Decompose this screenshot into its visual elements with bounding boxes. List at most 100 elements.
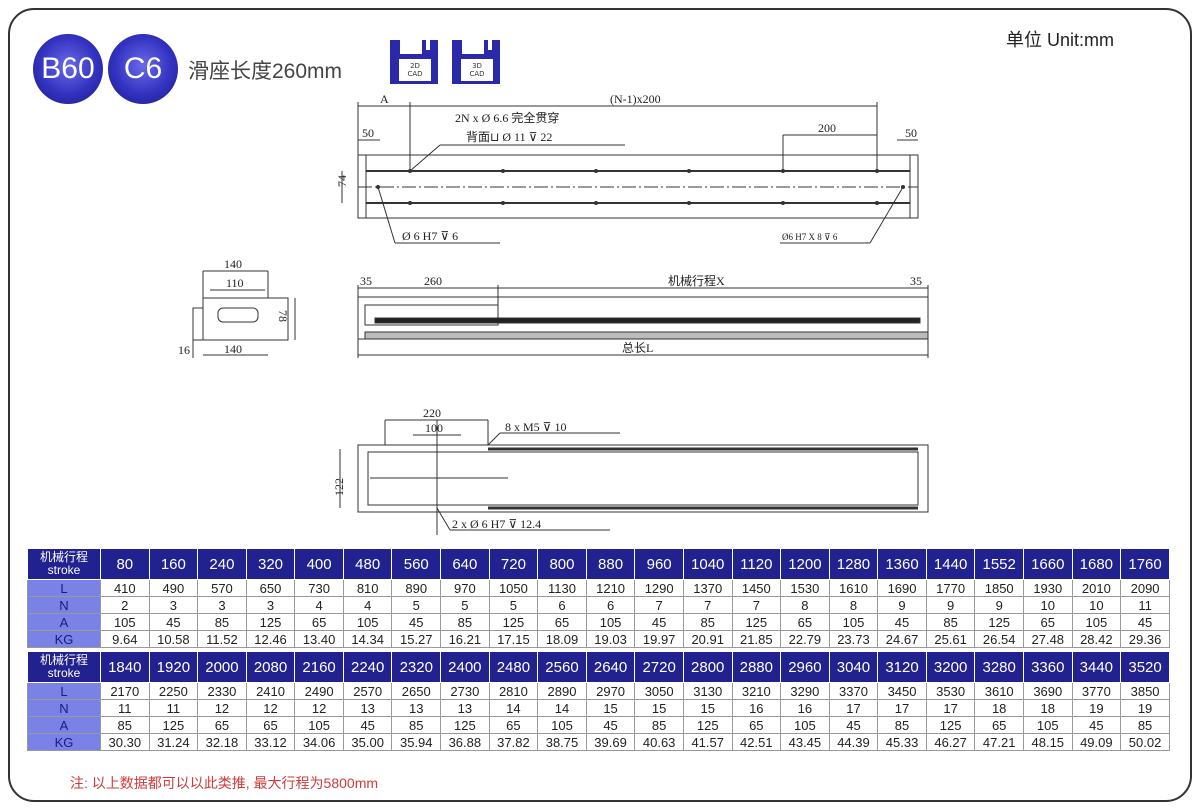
cell-l: 3850 (1120, 682, 1170, 700)
cell-a: 65 (294, 613, 344, 631)
cell-l: 3050 (634, 682, 684, 700)
cell-kg: 43.45 (780, 733, 830, 751)
cell-n: 11 (148, 699, 199, 717)
dim-a: A (380, 92, 389, 106)
cell-a: 65 (488, 716, 539, 734)
cell-n: 13 (391, 699, 442, 717)
cad-2d-label-bottom: CAD (407, 70, 423, 78)
cell-kg: 31.24 (148, 733, 199, 751)
cell-stroke: 720 (488, 548, 539, 580)
dim-110: 110 (226, 276, 244, 290)
cell-kg: 38.75 (537, 733, 587, 751)
cell-kg: 45.33 (877, 733, 927, 751)
cell-n: 5 (488, 596, 539, 614)
table-row-n: N 11 11 12 12 12 13 13 13 14 14 15 15 15 16 16 17 17 17 18 1… (27, 699, 1170, 717)
cell-n: 6 (537, 596, 587, 614)
cell-stroke: 2560 (537, 651, 587, 683)
cell-l: 1210 (585, 579, 636, 597)
cell-l: 2730 (440, 682, 490, 700)
cell-l: 970 (440, 579, 490, 597)
dim-122: 122 (332, 478, 346, 496)
dim-74: 74 (335, 175, 349, 187)
pin-note-right: Ø6 H7 X 8 ⊽ 6 (782, 232, 838, 242)
cad-2d-label-top: 2D (410, 62, 420, 70)
cell-stroke: 3040 (828, 651, 879, 683)
cell-kg: 40.63 (634, 733, 684, 751)
cell-n: 8 (780, 596, 830, 614)
total-length-label: 总长L (622, 341, 653, 355)
cell-n: 18 (974, 699, 1024, 717)
cell-kg: 42.51 (731, 733, 782, 751)
thread-note: 8 x M5 ⊽ 10 (505, 420, 566, 434)
cell-a: 45 (148, 613, 199, 631)
cell-n: 7 (682, 596, 733, 614)
cell-stroke: 1680 (1071, 548, 1122, 580)
cell-l: 2410 (245, 682, 296, 700)
table-row-l: L 410 490 570 650 730 810 890 970 1050 1130 1210 129… (27, 579, 1170, 597)
cell-l: 1130 (537, 579, 587, 597)
cell-l: 1850 (974, 579, 1024, 597)
cad-3d-download-button[interactable]: 3D CAD (452, 40, 500, 84)
cell-a: 85 (634, 716, 684, 734)
cell-kg: 25.61 (925, 630, 976, 648)
cell-n: 13 (342, 699, 393, 717)
cell-a: 85 (682, 613, 733, 631)
cell-a: 105 (294, 716, 344, 734)
cell-kg: 11.52 (197, 630, 247, 648)
cell-stroke: 2880 (731, 651, 782, 683)
cell-a: 85 (100, 716, 150, 734)
cell-n: 12 (294, 699, 344, 717)
cad-2d-download-button[interactable]: 2D CAD (390, 40, 438, 84)
cell-n: 12 (245, 699, 296, 717)
cell-l: 1290 (634, 579, 684, 597)
cell-kg: 13.40 (294, 630, 344, 648)
cell-a: 45 (634, 613, 684, 631)
cell-stroke: 240 (197, 548, 247, 580)
cell-a: 65 (537, 613, 587, 631)
hole-note: 2N x Ø 6.6 完全贯穿 (455, 110, 559, 125)
cell-a: 125 (440, 716, 490, 734)
bottom-view: 220 100 8 x M5 ⊽ 10 122 2 x Ø 6 H7 ⊽ 12.… (332, 406, 929, 535)
cell-kg: 24.67 (877, 630, 927, 648)
cell-stroke: 1552 (974, 548, 1024, 580)
cell-a: 125 (488, 613, 539, 631)
cell-a: 105 (780, 716, 830, 734)
end-view: 140 110 78 16 140 (178, 257, 296, 358)
cell-a: 105 (1022, 716, 1073, 734)
cell-n: 10 (1022, 596, 1073, 614)
cell-stroke: 2960 (780, 651, 830, 683)
cell-n: 11 (1120, 596, 1170, 614)
cell-n: 9 (974, 596, 1024, 614)
cell-n: 16 (780, 699, 830, 717)
cell-kg: 48.15 (1022, 733, 1073, 751)
cell-n: 15 (682, 699, 733, 717)
cell-kg: 35.94 (391, 733, 442, 751)
cell-n: 4 (294, 596, 344, 614)
dim-pitch: (N-1)x200 (610, 92, 661, 106)
cell-kg: 29.36 (1120, 630, 1170, 648)
top-view: A (N-1)x200 2N x Ø 6.6 完全贯穿 背面⊔ Ø 11 ⊽ 2… (335, 92, 919, 244)
cell-l: 890 (391, 579, 442, 597)
cell-n: 14 (537, 699, 587, 717)
cell-l: 1450 (731, 579, 782, 597)
cell-stroke: 960 (634, 548, 684, 580)
cell-l: 1610 (828, 579, 879, 597)
cell-stroke: 2080 (245, 651, 296, 683)
cell-n: 11 (100, 699, 150, 717)
row-label-stroke: 机械行程 stroke (27, 548, 101, 580)
cell-l: 2250 (148, 682, 199, 700)
row-label-kg: KG (27, 630, 101, 648)
cad-3d-icon: 3D CAD (461, 59, 493, 81)
cell-l: 3450 (877, 682, 927, 700)
cell-stroke: 400 (294, 548, 344, 580)
cell-kg: 37.82 (488, 733, 539, 751)
cell-n: 5 (440, 596, 490, 614)
cell-kg: 49.09 (1071, 733, 1122, 751)
counterbore-note: 背面⊔ Ø 11 ⊽ 22 (466, 130, 552, 144)
cell-stroke: 560 (391, 548, 442, 580)
cell-a: 85 (1120, 716, 1170, 734)
cell-kg: 23.73 (828, 630, 879, 648)
cell-l: 3130 (682, 682, 733, 700)
cell-stroke: 3520 (1120, 651, 1170, 683)
row-label-kg: KG (27, 733, 101, 751)
